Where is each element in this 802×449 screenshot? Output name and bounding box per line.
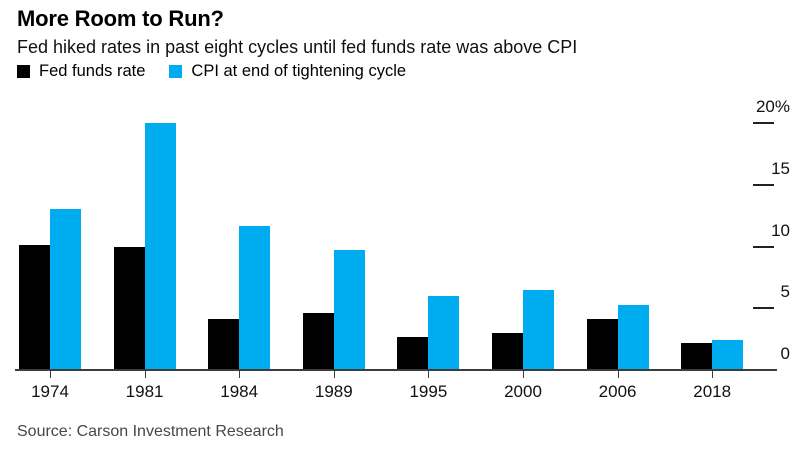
- bar-cpi-at-end-of-tightening-cycle-1984: [239, 225, 271, 370]
- bar-fed-funds-rate-2006: [586, 319, 618, 370]
- y-tick-20: [753, 122, 774, 124]
- bar-fed-funds-rate-1974: [19, 245, 50, 370]
- bar-fed-funds-rate-1984: [208, 319, 240, 370]
- source-note: Source: Carson Investment Research: [17, 423, 284, 440]
- bar-cpi-at-end-of-tightening-cycle-2018: [712, 340, 744, 370]
- bar-cpi-at-end-of-tightening-cycle-1981: [144, 123, 176, 370]
- x-label-1984: 1984: [220, 382, 259, 401]
- bar-cpi-at-end-of-tightening-cycle-2006: [617, 305, 649, 370]
- y-tick-10: [753, 245, 774, 248]
- x-label-1995: 1995: [409, 382, 448, 401]
- x-label-1981: 1981: [125, 382, 164, 401]
- x-label-1989: 1989: [314, 382, 353, 401]
- legend-item-fed-funds-rate: Fed funds rate: [17, 61, 145, 81]
- legend-swatch-fed-funds-rate: [17, 64, 30, 78]
- x-tick-1981: [144, 370, 146, 378]
- bar-cpi-at-end-of-tightening-cycle-2000: [523, 289, 554, 370]
- x-tick-2000: [523, 370, 524, 378]
- legend-label: CPI at end of tightening cycle: [191, 62, 407, 80]
- y-label-15: 15: [771, 158, 790, 178]
- x-label-2018: 2018: [693, 382, 732, 401]
- bar-cpi-at-end-of-tightening-cycle-1974: [50, 209, 81, 370]
- legend-swatch-cpi-at-end-of-tightening-cycle: [169, 64, 183, 78]
- bar-fed-funds-rate-1995: [397, 336, 429, 370]
- y-label-10: 10: [771, 220, 790, 240]
- legend-item-cpi-at-end-of-tightening-cycle: CPI at end of tightening cycle: [169, 61, 406, 81]
- y-label-5: 5: [780, 282, 790, 302]
- x-tick-2006: [617, 370, 619, 378]
- bar-fed-funds-rate-2018: [681, 342, 713, 370]
- y-label-0: 0: [780, 344, 790, 363]
- x-label-2000: 2000: [504, 382, 542, 401]
- x-label-1974: 1974: [31, 382, 69, 401]
- bar-fed-funds-rate-1981: [113, 246, 145, 370]
- chart-subtitle: Fed hiked rates in past eight cycles unt…: [17, 37, 578, 57]
- x-axis-line: [15, 369, 777, 371]
- y-label-20: 20%: [755, 97, 790, 116]
- legend-label: Fed funds rate: [39, 62, 146, 80]
- y-tick-5: [753, 307, 774, 310]
- chart-title: More Room to Run?: [17, 6, 224, 31]
- bar-cpi-at-end-of-tightening-cycle-1995: [428, 295, 460, 370]
- x-tick-1974: [50, 370, 51, 378]
- x-tick-1995: [428, 370, 430, 378]
- bar-cpi-at-end-of-tightening-cycle-1989: [333, 249, 365, 370]
- bar-fed-funds-rate-1989: [302, 313, 334, 370]
- chart-legend: Fed funds rate CPI at end of tightening c…: [17, 61, 406, 81]
- bar-fed-funds-rate-2000: [492, 332, 523, 370]
- x-tick-2018: [712, 370, 714, 378]
- x-label-2006: 2006: [598, 382, 637, 401]
- x-tick-1989: [333, 370, 335, 378]
- x-tick-1984: [239, 370, 241, 378]
- y-tick-15: [753, 183, 774, 186]
